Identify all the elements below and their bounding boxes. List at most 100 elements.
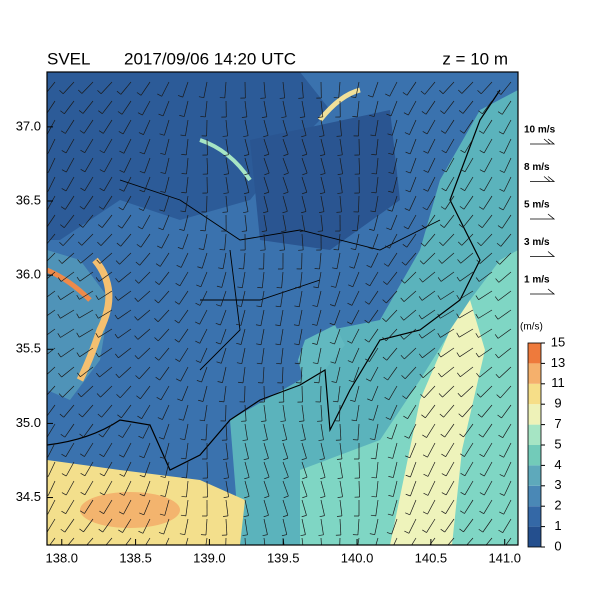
wind-barb [103,461,113,477]
wind-barb-flag [119,492,125,496]
wind-barb [317,271,322,288]
wind-barb [444,195,455,210]
wind-barb-flag [388,152,394,155]
wind-barb-flag [79,130,85,134]
wind-barb [440,290,455,300]
x-tick-label: 140.5 [415,550,448,565]
wind-barb [123,480,132,496]
wind-barb-flag [97,413,102,418]
wind-barb [301,423,306,440]
wind-barb [480,81,493,95]
wind-barb-flag [403,112,409,116]
wind-barb-flag [440,110,445,114]
wind-barb-flag [136,395,141,400]
plot-frame [46,71,519,546]
wind-barb [225,138,229,155]
wind-barb [204,214,208,231]
wind-barb [427,499,436,515]
wind-barb [427,442,436,458]
wind-barb-flag [135,375,140,380]
wind-barb [117,309,132,320]
wind-barb-flag [405,474,411,478]
wind-barb-flag [42,112,46,115]
wind-barb [501,214,512,229]
wind-barb [371,385,379,401]
wind-barb [421,290,436,301]
wind-barb-flag [223,173,229,175]
wind-barb-flag [223,192,229,194]
wind-barb-flag [283,153,289,157]
wind-barb [358,157,361,175]
wind-barb-flag [256,305,262,308]
wind-barb-flag [302,153,307,157]
wind-barb [65,480,75,496]
wind-barb-flag [241,230,247,232]
wind-barb [79,271,94,282]
wind-barb-flag [337,496,343,498]
wind-barb-flag [80,510,85,514]
wind-barb-flag [181,154,187,156]
y-tick-label: 35.0 [16,415,41,430]
wind-barb-flag [388,495,394,497]
wind-barb-flag [139,474,145,478]
wind-barb-flag [319,515,325,518]
wind-barb [282,195,288,212]
wind-barb-flag [118,434,123,438]
wind-barb [368,328,379,343]
wind-barb-flag [136,92,142,96]
wind-barb-flag [218,267,224,270]
wind-barb [84,461,94,476]
wind-barb [389,233,398,249]
wind-barb-flag [76,352,80,357]
wind-barb [478,290,493,301]
wind-barb [103,138,113,154]
wind-barb-flag [42,530,46,533]
wind-barb-flag [329,322,335,326]
wind-barb-flag [459,206,465,210]
wind-barb [86,537,94,545]
wind-barb [404,271,417,284]
wind-barb [392,480,398,497]
wind-barb [301,119,307,136]
wind-barb-flag [299,554,304,555]
wind-barb [352,271,360,287]
wind-barb [143,176,151,193]
wind-barb-flag [312,362,318,365]
wind-barb [101,214,113,228]
wind-barb [498,271,512,283]
wind-barb-flag [478,434,484,438]
wind-barb [421,309,436,320]
wind-barb [157,328,170,342]
wind-barb-flag [78,413,83,418]
wind-barb-flag [347,321,352,325]
wind-barb-flag [419,353,423,359]
wind-barb [442,233,455,246]
wind-barb [426,195,436,211]
wind-barb [464,480,474,495]
wind-barb-flag [217,381,223,383]
wind-barb-flag [39,315,42,319]
wind-barb [301,195,307,212]
wind-barb [339,157,343,174]
wind-barb [84,480,94,495]
wind-barb-flag [98,110,103,114]
wind-barb [459,347,474,358]
wind-barb [385,309,398,322]
wind-barb [225,157,230,174]
wind-barb-flag [460,149,465,154]
wind-barb [320,138,326,155]
wind-barb [281,366,284,384]
wind-barb [63,214,75,228]
wind-legend-barb [530,251,556,257]
wind-barb [244,119,249,136]
wind-barb-flag [115,278,119,283]
wind-barb [385,328,398,342]
wind-barb [481,404,493,418]
wind-barb-flag [223,496,229,498]
wind-barb-flag [365,358,370,362]
wind-barb-flag [422,434,427,438]
wind-barb [353,366,360,383]
wind-barb-flag [440,224,445,228]
wind-barb [404,366,417,380]
wind-barb-flag [179,115,185,117]
